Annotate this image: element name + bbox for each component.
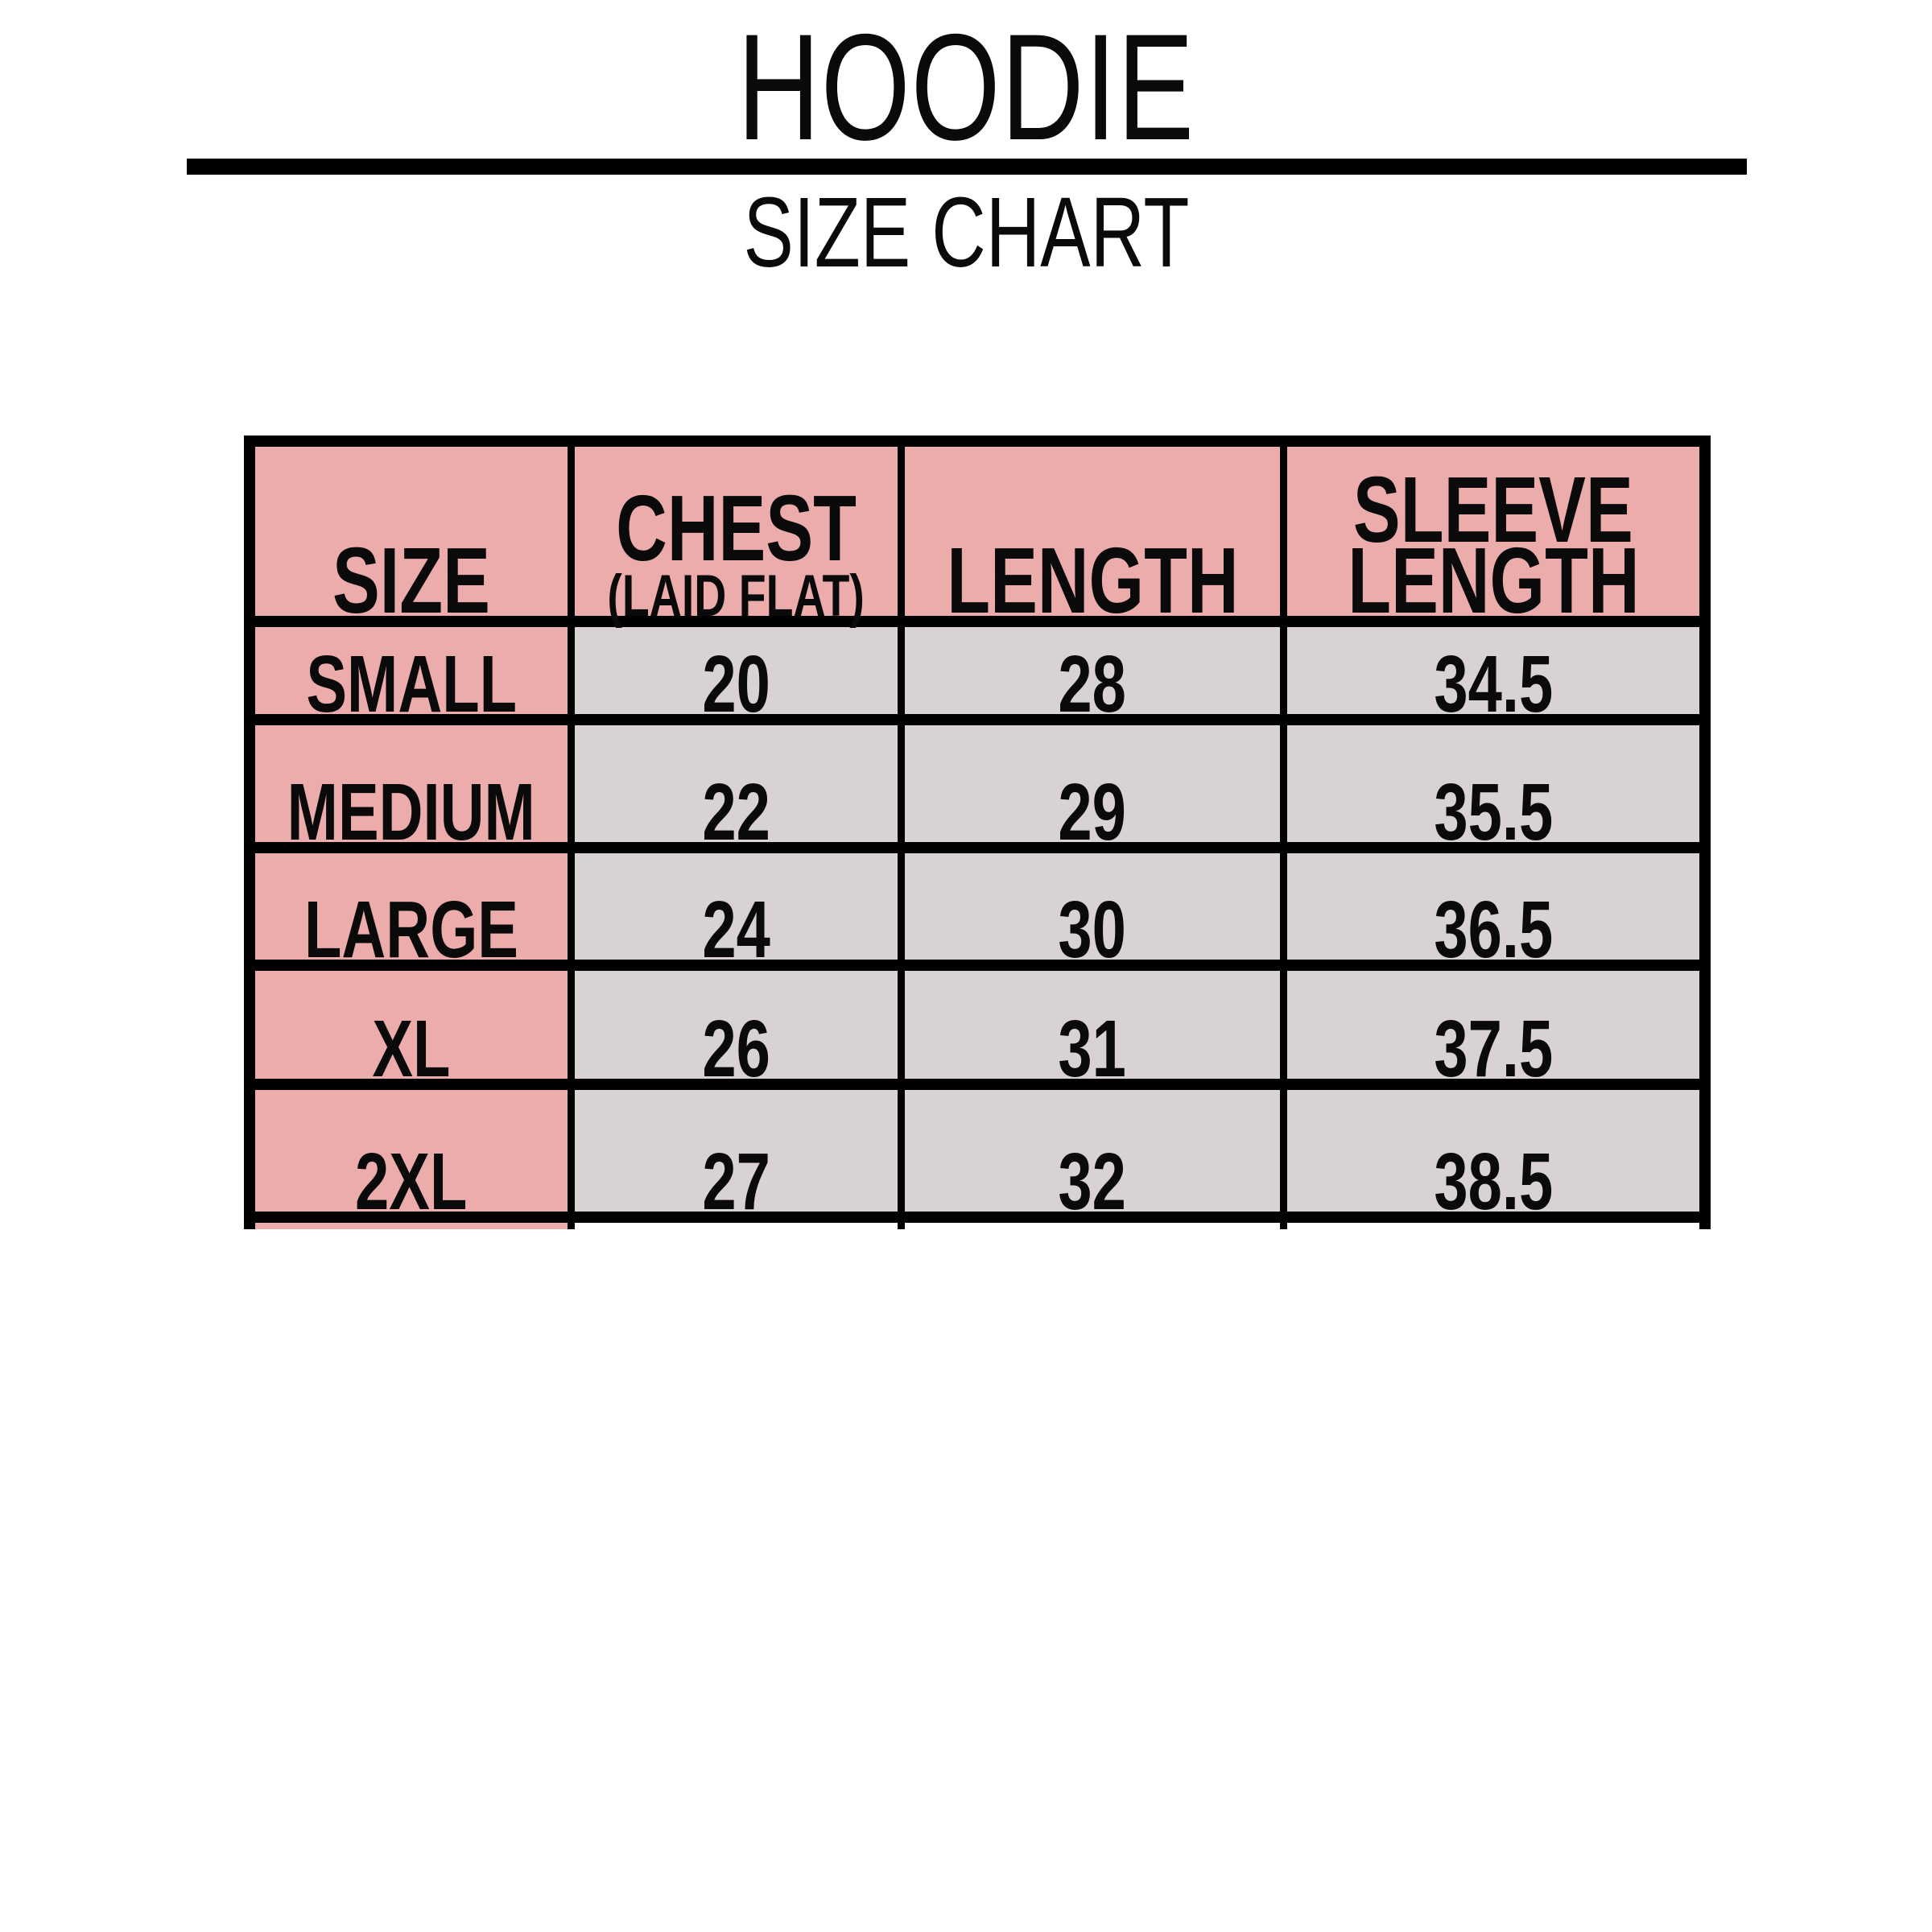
- column-header-length: LENGTH: [905, 447, 1280, 627]
- cell-medium-length: 29: [905, 725, 1280, 852]
- row-label-medium: MEDIUM: [255, 725, 568, 852]
- cell-large-length: 30: [905, 853, 1280, 970]
- column-header-size: SIZE: [255, 447, 568, 627]
- row-label-2xl: 2XL: [255, 1090, 568, 1222]
- column-header-chest: CHEST (LAID FLAT): [575, 447, 898, 625]
- title-divider: [187, 159, 1747, 175]
- cell-large-chest: 24: [575, 853, 898, 970]
- page-subtitle-text: SIZE CHART: [742, 178, 1190, 288]
- cell-2xl-sleeve: 38.5: [1287, 1090, 1699, 1222]
- size-table: SIZE CHEST (LAID FLAT) LENGTH SLEEVE LEN…: [244, 436, 1711, 1229]
- row-label-large: LARGE: [255, 853, 568, 970]
- partial-row-cell: [1287, 1223, 1699, 1229]
- partial-row-cell: [905, 1223, 1280, 1229]
- cell-medium-chest: 22: [575, 725, 898, 852]
- row-label-small: SMALL: [255, 627, 568, 724]
- partial-row-cell: [575, 1223, 898, 1229]
- cell-small-length: 28: [905, 627, 1280, 724]
- page-subtitle: SIZE CHART: [0, 184, 1932, 283]
- page-title-text: HOODIE: [737, 2, 1195, 171]
- cell-xl-chest: 26: [575, 971, 898, 1089]
- column-header-sleeve-length: SLEEVE LENGTH: [1287, 447, 1699, 627]
- cell-2xl-chest: 27: [575, 1090, 898, 1222]
- cell-large-sleeve: 36.5: [1287, 853, 1699, 970]
- row-label-xl: XL: [255, 971, 568, 1089]
- cell-xl-sleeve: 37.5: [1287, 971, 1699, 1089]
- partial-row-cell: [255, 1223, 568, 1229]
- cell-small-sleeve: 34.5: [1287, 627, 1699, 724]
- cell-medium-sleeve: 35.5: [1287, 725, 1699, 852]
- cell-xl-length: 31: [905, 971, 1280, 1089]
- cell-2xl-length: 32: [905, 1090, 1280, 1222]
- page-title: HOODIE: [0, 11, 1932, 163]
- cell-small-chest: 20: [575, 627, 898, 724]
